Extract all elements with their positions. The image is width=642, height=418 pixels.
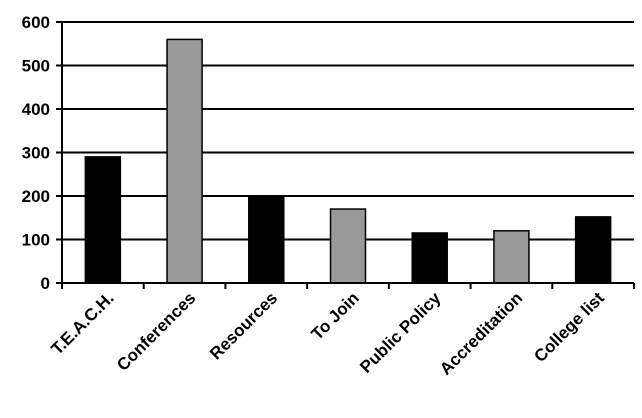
x-category-label: Conferences — [113, 288, 199, 374]
y-axis-ticks: 0 100 200 300 400 500 600 — [22, 13, 62, 293]
bar-t-e-a-c-h — [84, 156, 122, 284]
y-tick-label: 500 — [22, 57, 50, 76]
x-category-label: Accreditation — [436, 288, 526, 378]
y-tick-label: 600 — [22, 13, 50, 32]
bar-conferences — [166, 38, 203, 284]
bar-to-join — [329, 208, 367, 284]
bar-accreditation — [493, 230, 530, 284]
bar-resources — [248, 195, 285, 284]
y-tick-label: 100 — [22, 231, 50, 250]
bar-public-policy — [411, 232, 448, 284]
axes — [61, 22, 635, 289]
x-category-label: T.E.A.C.H. — [47, 288, 117, 358]
y-tick-label: 300 — [22, 144, 50, 163]
x-category-label: College list — [530, 288, 608, 366]
x-category-label: Public Policy — [356, 288, 445, 377]
bar-college-list — [574, 216, 612, 284]
y-tick-label: 0 — [41, 274, 50, 293]
y-tick-label: 400 — [22, 100, 50, 119]
x-category-label: To Join — [308, 288, 363, 343]
gridlines — [62, 21, 634, 241]
bars — [84, 38, 612, 284]
x-axis-labels: T.E.A.C.H.Conferences Resources To JoinPub… — [47, 288, 608, 379]
y-tick-label: 200 — [22, 187, 50, 206]
x-category-label: Resources — [206, 288, 281, 363]
